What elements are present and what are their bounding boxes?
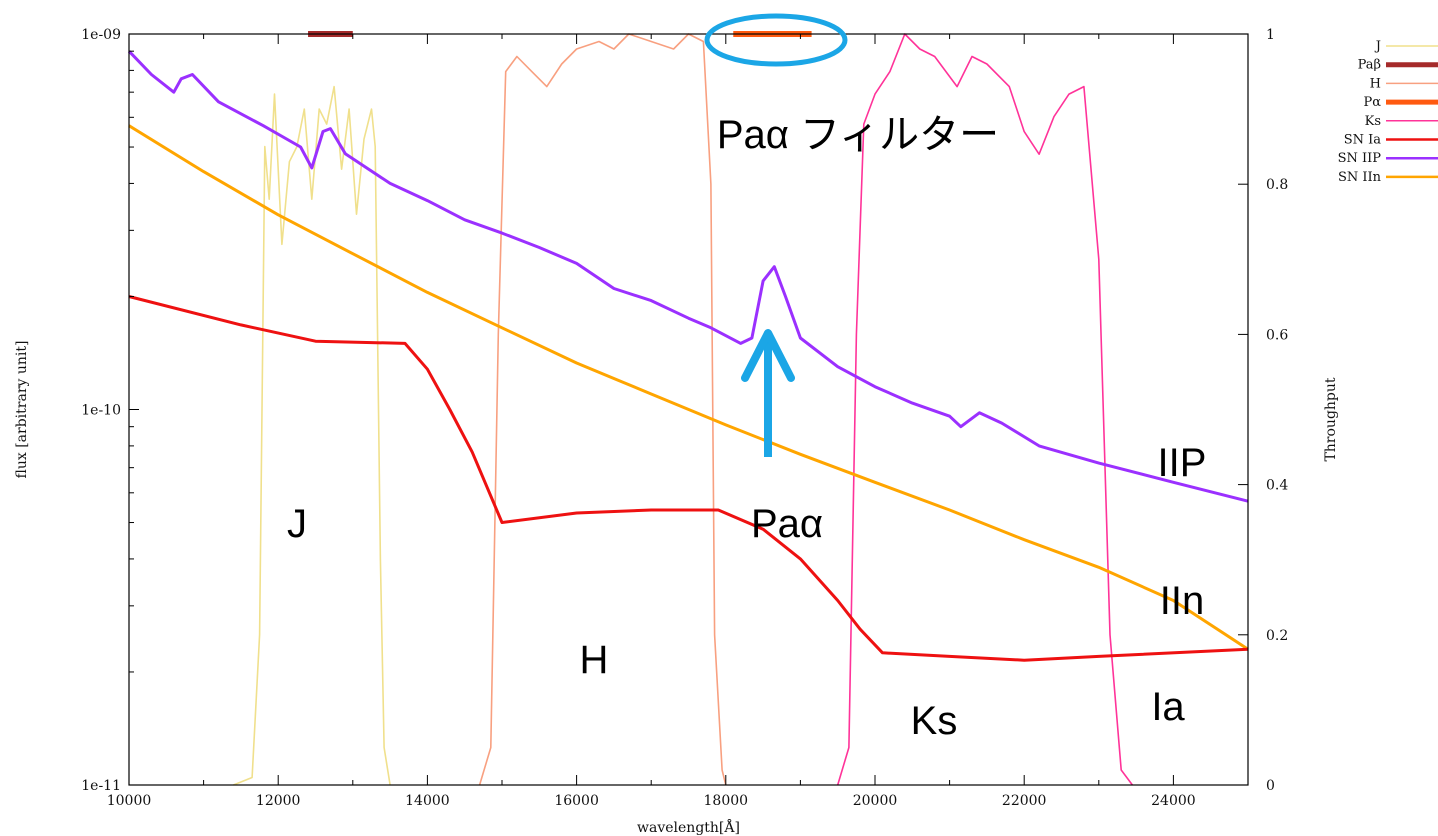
y2-tick-label: 1 xyxy=(1266,27,1275,43)
x-tick-label: 18000 xyxy=(704,793,749,809)
y-axis-title: flux [arbitrary unit] xyxy=(14,341,30,479)
x-tick-label: 12000 xyxy=(256,793,301,809)
series-line-sn-iip xyxy=(127,50,1249,503)
legend-label-3: Pα xyxy=(1363,95,1381,110)
x-tick-label: 16000 xyxy=(554,793,599,809)
series-line-sn-iin xyxy=(128,124,1249,651)
legend-label-4: Ks xyxy=(1365,114,1381,129)
y2-tick-label: 0.6 xyxy=(1266,327,1288,343)
x-tick-label: 20000 xyxy=(853,793,898,809)
x-axis-title: wavelength[Å] xyxy=(637,818,740,836)
y2-axis-title: Throughput xyxy=(1323,377,1339,461)
annotation-7: Ia xyxy=(1151,685,1185,729)
legend: J Paβ H Pα Ks SN Ia SN IIP SN IIn xyxy=(1338,39,1438,185)
y2-tick-label: 0.2 xyxy=(1266,628,1288,644)
series-line-j xyxy=(233,85,391,786)
y-tick-label: 1e-10 xyxy=(81,403,121,419)
x-tick-label: 22000 xyxy=(1002,793,1047,809)
legend-label-1: Paβ xyxy=(1358,58,1381,73)
legend-label-2: H xyxy=(1370,76,1381,91)
highlight-ellipse xyxy=(704,13,848,67)
axes: 10000 12000 14000 16000 18000 20000 22000 24000… xyxy=(14,27,1339,836)
legend-label-6: SN IIP xyxy=(1338,151,1382,166)
legend-label-0: J xyxy=(1374,39,1381,54)
annotation-0: Paα フィルター xyxy=(717,113,999,157)
annotation-6: Ks xyxy=(911,699,958,743)
y2-tick-label: 0 xyxy=(1266,778,1275,794)
plot-area xyxy=(127,31,1249,786)
y2-tick-label: 0.4 xyxy=(1266,478,1288,494)
series-line-ks xyxy=(836,33,1134,786)
x-tick-label: 10000 xyxy=(107,793,152,809)
legend-label-7: SN IIn xyxy=(1338,170,1382,185)
annotations: Paα フィルター J Paα IIP IIn H Ks Ia xyxy=(287,13,1207,743)
annotation-1: J xyxy=(287,502,307,546)
y2-tick-label: 0.8 xyxy=(1266,177,1288,193)
annotation-4: IIn xyxy=(1160,579,1204,623)
arrow-head xyxy=(741,329,795,382)
series-line-h xyxy=(478,33,727,786)
x-tick-label: 14000 xyxy=(405,793,450,809)
annotation-3: IIP xyxy=(1158,441,1207,485)
y-tick-label: 1e-09 xyxy=(81,27,121,43)
annotation-5: H xyxy=(580,638,609,682)
series-line-sn-ia xyxy=(128,295,1249,662)
x-tick-label: 24000 xyxy=(1151,793,1196,809)
annotation-2: Paα xyxy=(751,502,823,546)
legend-label-5: SN Ia xyxy=(1344,133,1382,148)
y-tick-label: 1e-11 xyxy=(81,778,121,794)
